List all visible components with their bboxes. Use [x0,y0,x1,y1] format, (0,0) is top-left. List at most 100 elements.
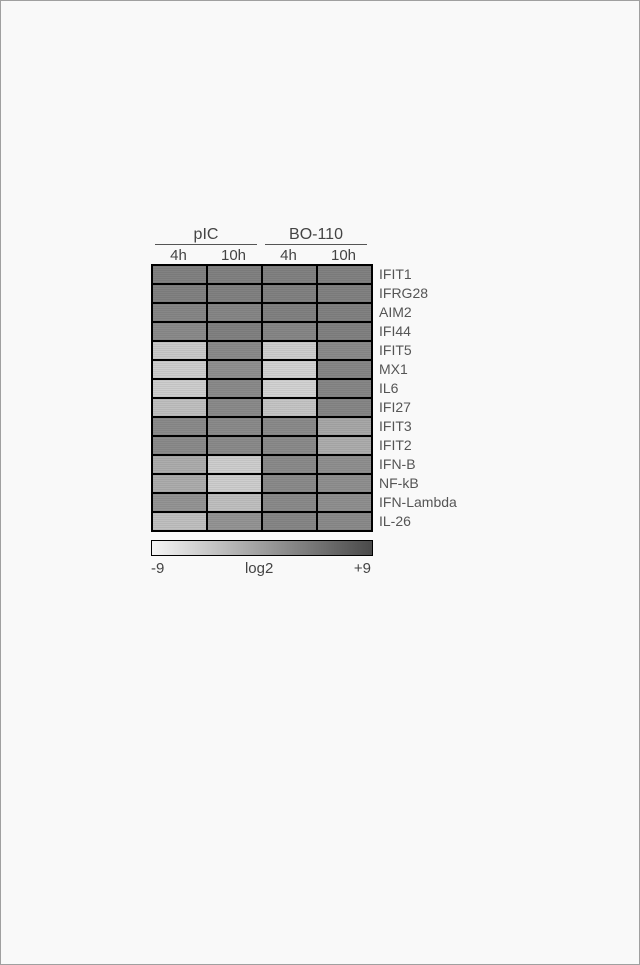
heatmap-cell [262,398,317,417]
row-label: IL6 [379,378,457,397]
heatmap-cell [152,284,207,303]
row-label: NF-kB [379,473,457,492]
heatmap-row [152,265,372,284]
heatmap-cell [207,284,262,303]
column-group-label: pIC [151,226,261,247]
heatmap-cell [317,284,372,303]
heatmap-cell [152,360,207,379]
row-label: AIM2 [379,302,457,321]
row-label: MX1 [379,359,457,378]
column-sub-label: 4h [261,247,316,264]
heatmap-cell [152,436,207,455]
column-sub-label: 10h [316,247,371,264]
heatmap-cell [262,265,317,284]
heatmap-row [152,379,372,398]
heatmap-row [152,417,372,436]
heatmap-cell [262,417,317,436]
legend-labels: -9 log2 +9 [151,560,371,577]
legend-max-label: +9 [354,560,371,577]
heatmap-cell [207,379,262,398]
heatmap-cell [152,493,207,512]
heatmap-cell [207,398,262,417]
heatmap-cell [317,417,372,436]
heatmap-row [152,493,372,512]
heatmap-row [152,398,372,417]
heatmap-row [152,455,372,474]
heatmap-cell [262,436,317,455]
heatmap-cell [262,322,317,341]
heatmap-grid [151,264,373,532]
heatmap-cell [317,474,372,493]
heatmap-cell [317,265,372,284]
heatmap-cell [152,474,207,493]
group-label-text: pIC [151,226,261,244]
heatmap-cell [152,341,207,360]
heatmap-cell [262,455,317,474]
heatmap-figure: pICBO-1104h10h4h10h IFIT1IFRG28AIM2IFI44… [151,226,501,577]
heatmap-cell [152,455,207,474]
row-label: IFN-B [379,454,457,473]
heatmap-cell [317,493,372,512]
heatmap-row [152,303,372,322]
heatmap-cell [152,512,207,531]
heatmap-cell [262,379,317,398]
heatmap-row [152,436,372,455]
row-label: IFRG28 [379,283,457,302]
legend-colorbar [151,540,373,556]
heatmap-cell [317,398,372,417]
heatmap-row [152,322,372,341]
heatmap-cell [262,341,317,360]
legend-center-label: log2 [245,560,273,577]
column-headers: pICBO-1104h10h4h10h [151,226,371,264]
heatmap-cell [207,360,262,379]
row-label: IFI27 [379,397,457,416]
heatmap-cell [317,341,372,360]
heatmap-cell [317,322,372,341]
page: pICBO-1104h10h4h10h IFIT1IFRG28AIM2IFI44… [0,0,640,965]
column-sub-label: 4h [151,247,206,264]
heatmap-wrap: IFIT1IFRG28AIM2IFI44IFIT5MX1IL6IFI27IFIT… [151,264,501,532]
column-group-label: BO-110 [261,226,371,247]
heatmap-cell [317,455,372,474]
heatmap-cell [262,284,317,303]
heatmap-cell [152,303,207,322]
row-label: IFIT5 [379,340,457,359]
heatmap-cell [207,455,262,474]
row-label: IFIT3 [379,416,457,435]
heatmap-row [152,474,372,493]
heatmap-row [152,360,372,379]
heatmap-cell [152,398,207,417]
heatmap-cell [207,474,262,493]
row-label: IFN-Lambda [379,492,457,511]
heatmap-cell [152,322,207,341]
heatmap-cell [207,303,262,322]
heatmap-cell [207,341,262,360]
heatmap-cell [262,360,317,379]
heatmap-cell [207,493,262,512]
heatmap-cell [317,360,372,379]
heatmap-row [152,512,372,531]
heatmap-cell [317,303,372,322]
heatmap-cell [317,379,372,398]
heatmap-cell [207,436,262,455]
heatmap-cell [207,265,262,284]
legend: -9 log2 +9 [151,540,371,577]
heatmap-cell [317,436,372,455]
row-label: IFI44 [379,321,457,340]
heatmap-cell [262,474,317,493]
heatmap-cell [152,265,207,284]
heatmap-cell [207,417,262,436]
heatmap-cell [207,512,262,531]
heatmap-cell [317,512,372,531]
row-labels: IFIT1IFRG28AIM2IFI44IFIT5MX1IL6IFI27IFIT… [379,264,457,530]
heatmap-cell [262,303,317,322]
heatmap-row [152,341,372,360]
row-label: IFIT2 [379,435,457,454]
heatmap-cell [207,322,262,341]
row-label: IFIT1 [379,264,457,283]
column-sub-label: 10h [206,247,261,264]
heatmap-cell [152,379,207,398]
legend-min-label: -9 [151,560,164,577]
group-label-text: BO-110 [261,226,371,244]
row-label: IL-26 [379,511,457,530]
